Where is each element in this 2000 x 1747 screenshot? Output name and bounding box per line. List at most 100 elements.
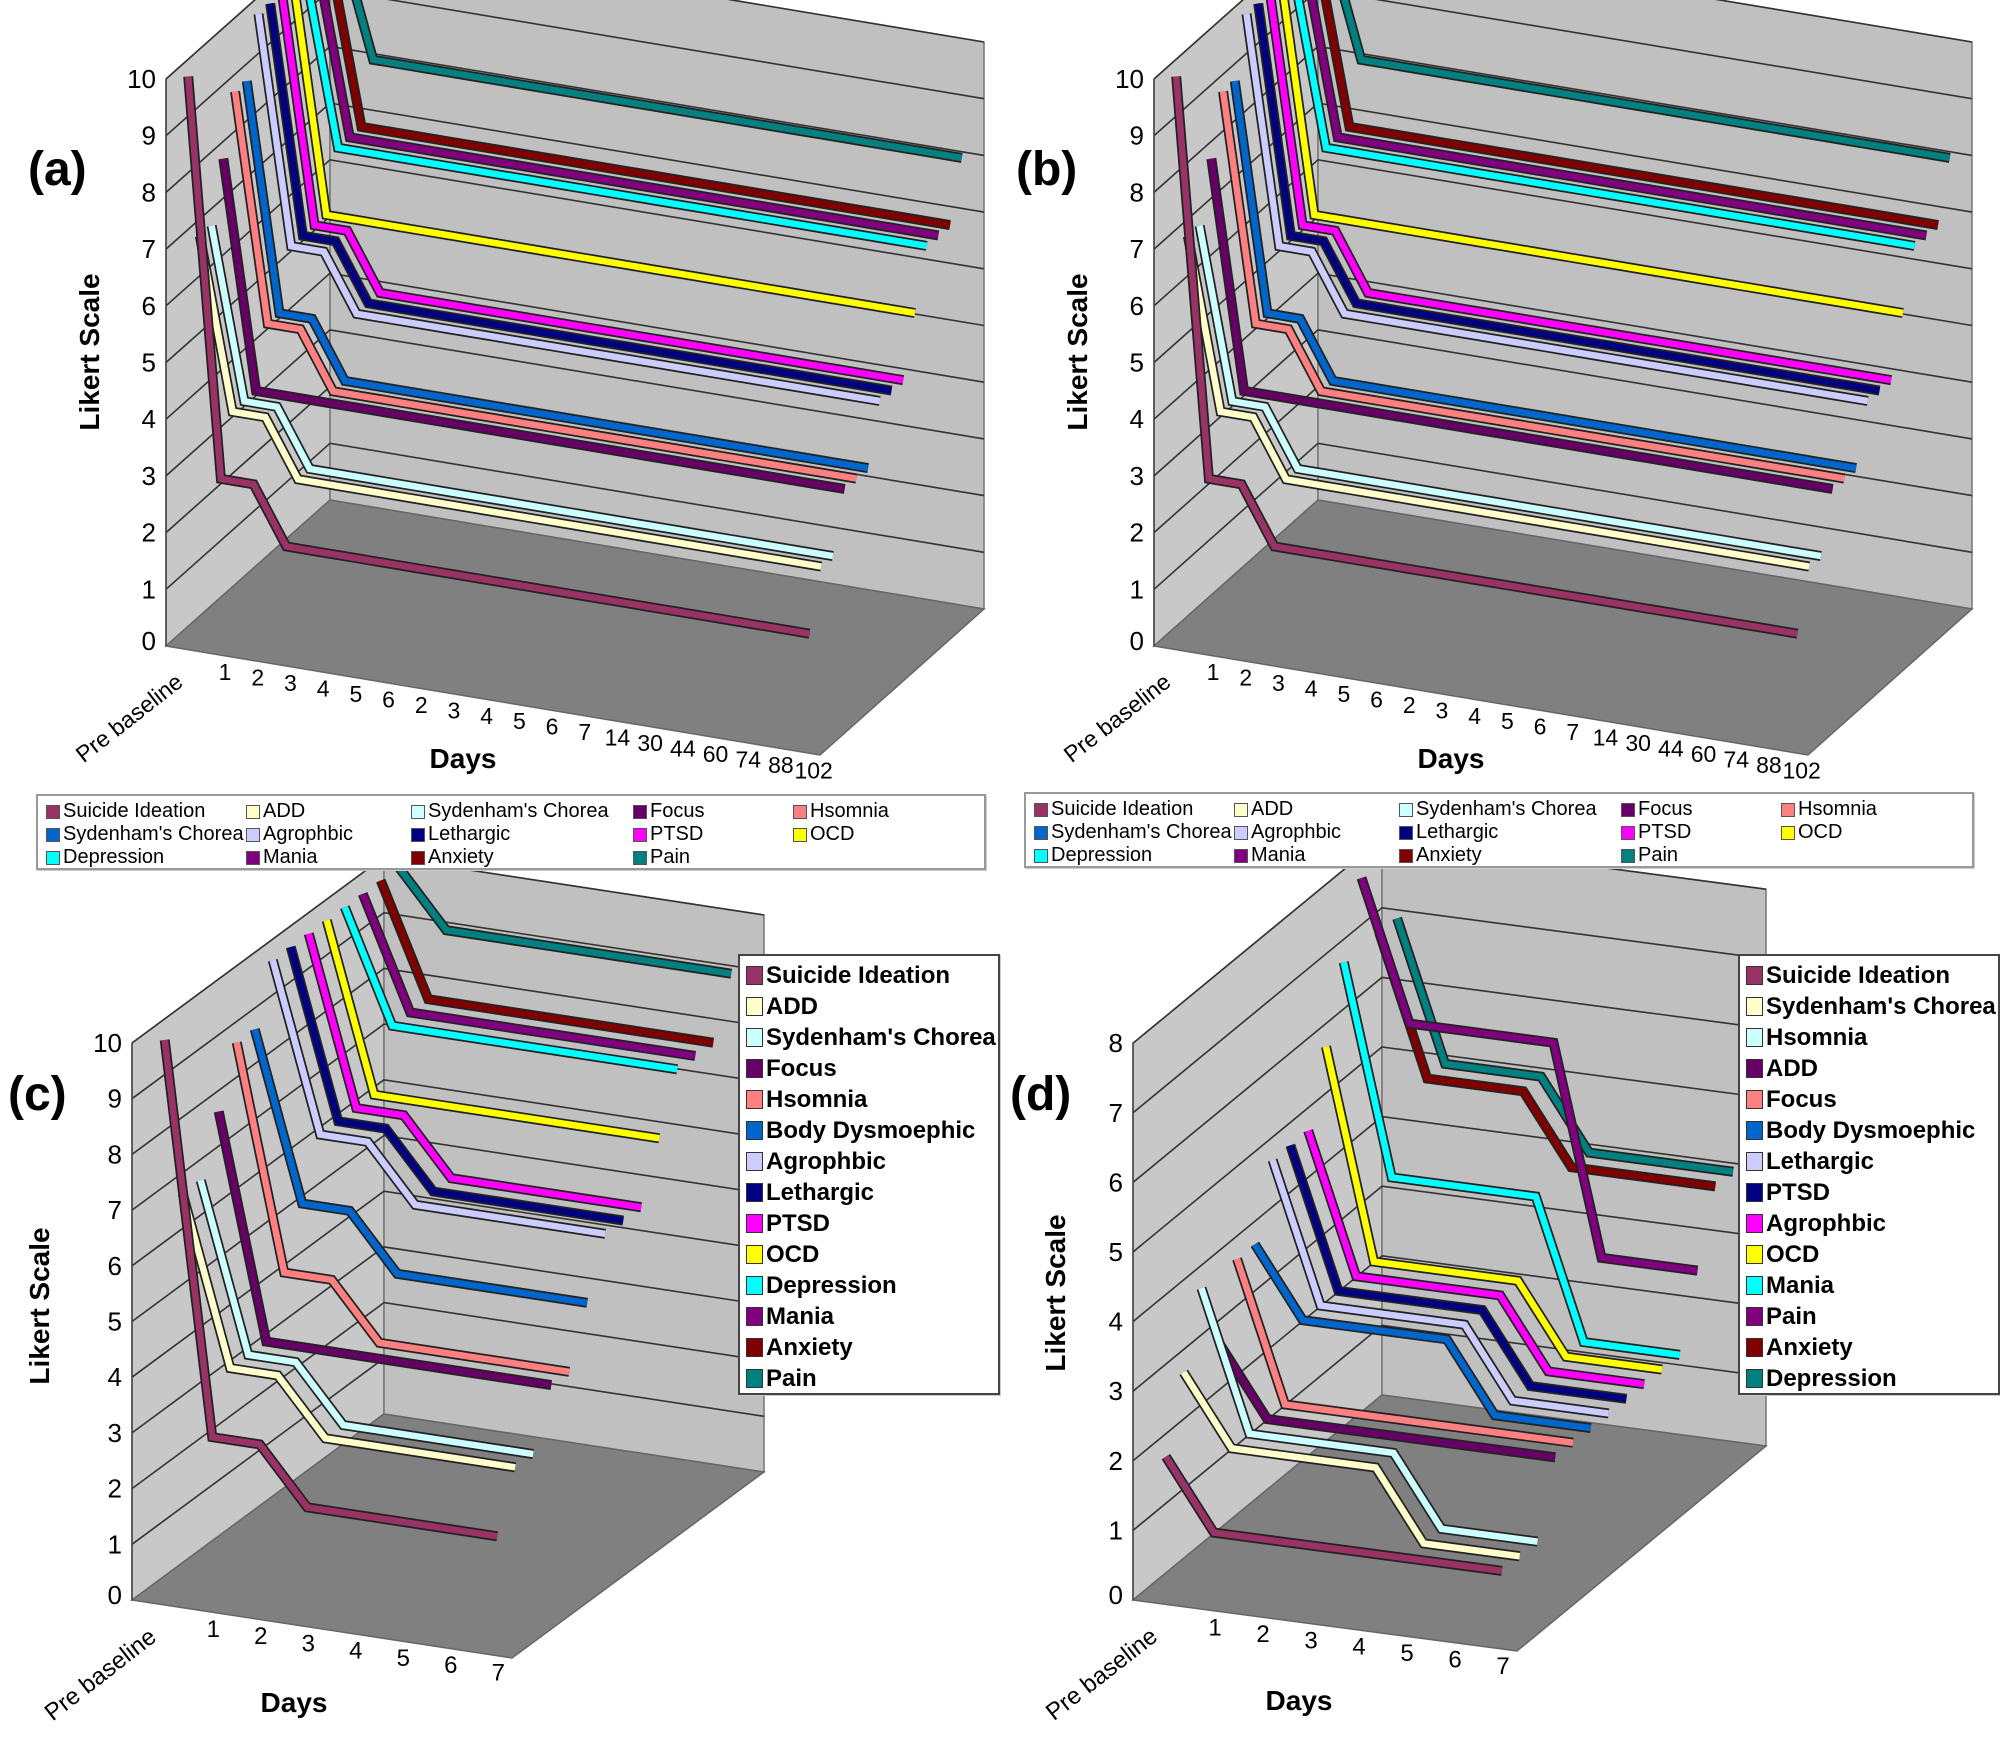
legend-label: Lethargic [1416,821,1499,843]
gridline [131,1246,765,1434]
series-line [377,879,714,1046]
legend-label: Anxiety [1416,844,1482,866]
x-tick-label: Pre baseline [40,1623,162,1726]
x-tick-label: 44 [1658,735,1684,761]
series-line [1196,225,1822,560]
series-line [251,1028,588,1307]
series-line [1219,91,1845,482]
x-tick-label: 1 [1207,659,1220,685]
legend-swatch [1781,802,1795,817]
series-line [1233,1257,1574,1446]
legend-item: Lethargic [1746,1146,1992,1177]
chart-panel-d: 0 1 2 3 4 5 6 7 8 Pre baseline 1 2 3 4 5 6 7 (d) Likert Sc… [1010,836,1768,1726]
legend-swatch [46,827,60,842]
legend-item: Body Dysmoephic [1746,1115,1992,1146]
legend-label: Mania [263,846,318,868]
gridline [131,911,765,1100]
y-tick-label: 8 [108,1139,122,1169]
legend-swatch [1746,1307,1763,1326]
x-tick-label: 6 [444,1652,457,1679]
y-tick-label: 0 [142,626,156,656]
legend-swatch [1234,848,1248,863]
series-line [1216,1341,1556,1461]
legend-b: Suicide Ideation ADD Sydenham's Chorea Focu… [1024,792,1974,868]
legend-label: Sydenham's Chorea [1416,798,1597,820]
panel-label: (d) [1010,1068,1071,1121]
legend-swatch [46,804,60,819]
legend-item: Anxiety [746,1332,992,1363]
legend-item: Suicide Ideation [1746,960,1992,991]
x-tick-label: 7 [492,1659,505,1686]
legend-label: Body Dysmoephic [1766,1117,1976,1144]
y-tick-label: 3 [142,461,156,491]
legend-swatch [746,1059,763,1078]
x-tick-label: 5 [1501,708,1514,734]
series-line [1287,1144,1627,1403]
legend-swatch [746,1307,763,1326]
y-tick-label: 10 [1115,64,1144,94]
y-tick-label: 10 [127,64,156,94]
legend-item: Pain [633,846,793,869]
y-tick-label: 7 [142,234,156,264]
legend-swatch [793,804,807,819]
legend-item: Suicide Ideation [1034,798,1234,821]
chart-panel-c: 0 1 2 3 4 5 6 7 8 9 10 Pre baseline 1 2 3 4 5 6 7 (c) Likert… [8,855,766,1726]
gridline [165,442,985,590]
legend-label: Pain [650,846,691,868]
series-line [341,905,678,1073]
legend-label: ADD [263,800,306,822]
y-tick-label: 0 [108,1580,122,1610]
y-tick-label: 3 [108,1418,122,1448]
legend-label: Hsomnia [1798,798,1877,820]
legend-label: Agrophbic [1251,821,1342,843]
legend-item: OCD [1781,821,1964,844]
legend-item: Pain [1746,1301,1992,1332]
legend-swatch [746,1183,763,1202]
legend-c: Suicide Ideation ADD Sydenham's Chorea Focu… [738,954,1000,1395]
legend-item: Pain [1621,844,1781,867]
legend-label: Lethargic [1766,1148,1875,1175]
x-tick-label: Pre baseline [1059,668,1176,767]
series-line [197,1179,534,1458]
legend-label: Depression [766,1272,897,1299]
legend-label: Sydenham's Chorea [766,1024,996,1051]
gridline [165,0,985,80]
legend-item: OCD [746,1239,992,1270]
x-tick-label: 88 [768,752,794,778]
series-line [243,80,869,472]
legend-label: Agrophbic [766,1148,886,1175]
legend-item: Lethargic [1399,821,1621,844]
series-line [307,0,928,250]
x-tick-label: 30 [1625,730,1651,756]
y-tick-label: 8 [1130,177,1144,207]
y-tick-label: 5 [1130,348,1144,378]
x-tick-label: 1 [1208,1615,1221,1642]
legend-item: Sydenham's Chorea [46,823,246,846]
gridline [1132,1254,1767,1462]
legend-swatch [1399,825,1413,840]
legend-item: Lethargic [411,823,633,846]
series-line [1358,876,1698,1274]
x-axis-title: Days [1418,743,1485,774]
legend-label: ADD [766,993,818,1020]
legend-label: Hsomnia [810,800,889,822]
y-tick-label: 6 [108,1251,122,1281]
series-line [1254,3,1881,394]
y-tick-label: 9 [142,121,156,151]
legend-label: Depression [63,846,165,868]
x-tick-label: 44 [670,735,696,761]
legend-label: Anxiety [1766,1334,1853,1361]
series-line [1305,1129,1645,1388]
legend-label: Depression [1766,1365,1897,1392]
legend-item: Agrophbic [1746,1208,1992,1239]
legend-item: Hsomnia [1746,1022,1992,1053]
gridline [1132,1324,1767,1532]
x-tick-label: 7 [1566,719,1579,745]
legend-label: ADD [1766,1055,1818,1082]
legend-item: Lethargic [746,1177,992,1208]
legend-swatch [746,1369,763,1388]
series-line [1184,235,1810,570]
legend-label: ADD [1251,798,1294,820]
legend-item: Anxiety [1746,1332,1992,1363]
